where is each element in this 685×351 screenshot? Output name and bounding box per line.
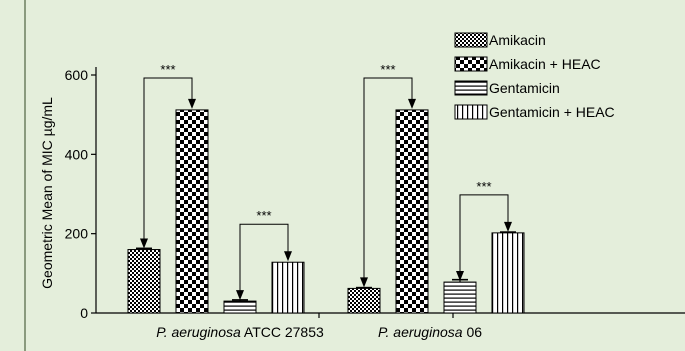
bracket-line [143, 77, 193, 246]
x-category-label: P. aeruginosa ATCC 27853 [156, 324, 324, 340]
significance-label: *** [160, 62, 175, 77]
y-tick-label: 200 [65, 226, 89, 242]
x-category-rest: 06 [463, 324, 483, 340]
significance-label: *** [380, 62, 395, 77]
legend-swatch [454, 80, 488, 96]
bracket-line [459, 194, 509, 279]
x-category-italic: P. aeruginosa [378, 324, 463, 340]
arrowhead [408, 98, 416, 109]
bar-amikacin-1 [347, 287, 381, 314]
significance-bracket: *** [236, 208, 292, 301]
x-category-label: P. aeruginosa 06 [378, 324, 482, 340]
bar-gentamicin-heac-1 [491, 232, 525, 314]
significance-label: *** [256, 208, 271, 223]
x-category-italic: P. aeruginosa [156, 324, 241, 340]
x-category-labels: P. aeruginosa ATCC 27853 P. aeruginosa 06 [156, 324, 482, 340]
arrowhead [236, 290, 244, 301]
bar-amikacin-0 [127, 249, 161, 314]
legend-label: Gentamicin [489, 80, 560, 96]
legend: Amikacin Amikacin + HEAC Gentamicin Gentami… [454, 32, 615, 120]
arrowhead [188, 98, 196, 109]
legend-swatch [454, 56, 488, 72]
x-category-rest: ATCC 27853 [241, 324, 324, 340]
legend-item: Gentamicin [454, 80, 560, 96]
arrowhead [140, 238, 148, 249]
arrowhead [504, 221, 512, 232]
legend-swatch [454, 32, 488, 48]
bar-gentamicin-1 [443, 281, 477, 314]
legend-label: Amikacin [489, 32, 546, 48]
arrowhead [360, 277, 368, 288]
y-tick-label: 600 [65, 67, 89, 83]
bracket-line [239, 223, 289, 298]
y-axis-label: Geometric Mean of MIC µg/mL [39, 97, 55, 289]
bar-amikacin-heac-1 [395, 109, 429, 314]
arrowhead [284, 251, 292, 262]
legend-item: Gentamicin + HEAC [454, 104, 615, 120]
legend-item: Amikacin + HEAC [454, 56, 601, 72]
significance-bracket: *** [360, 62, 416, 288]
bar-amikacin-heac-0 [175, 109, 209, 314]
significance-markers: *** *** *** *** [140, 62, 512, 301]
y-tick-label: 400 [65, 146, 89, 162]
bracket-line [363, 77, 413, 285]
significance-label: *** [476, 179, 491, 194]
y-tick-label: 0 [80, 305, 88, 321]
bars [127, 109, 525, 314]
significance-bracket: *** [456, 179, 512, 282]
legend-item: Amikacin [454, 32, 546, 48]
significance-bracket: *** [140, 62, 196, 249]
bar-gentamicin-0 [223, 300, 257, 314]
legend-label: Gentamicin + HEAC [489, 104, 615, 120]
arrowhead [456, 271, 464, 282]
legend-swatch [454, 104, 488, 120]
legend-label: Amikacin + HEAC [489, 56, 601, 72]
bar-gentamicin-heac-0 [271, 261, 305, 314]
